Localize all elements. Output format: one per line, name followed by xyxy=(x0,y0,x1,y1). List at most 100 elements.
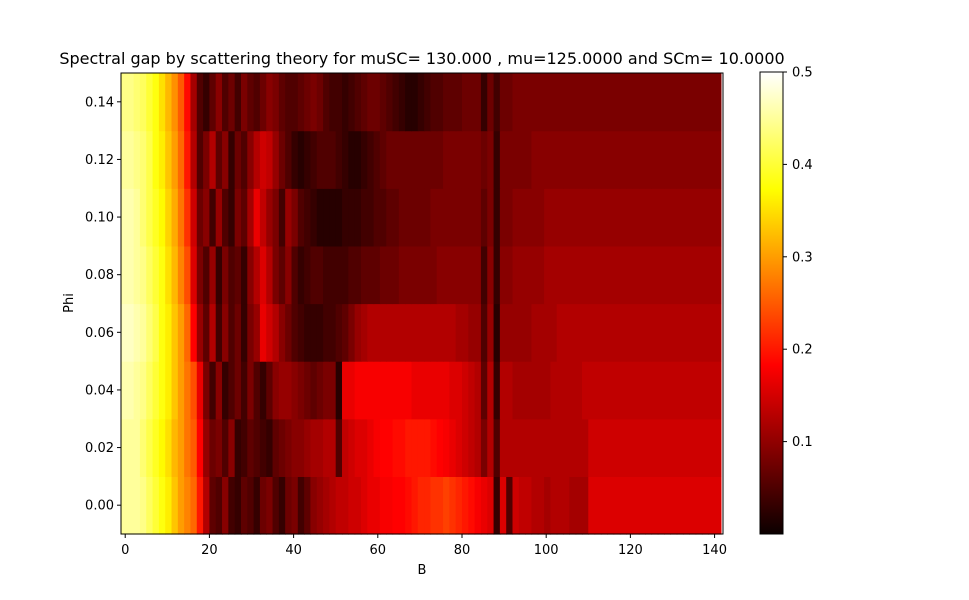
heatmap-cell xyxy=(676,303,684,362)
heatmap-cell xyxy=(487,476,495,535)
heatmap-cell xyxy=(575,418,583,477)
heatmap-cell xyxy=(607,303,615,362)
heatmap-cell xyxy=(127,361,135,420)
heatmap-cell xyxy=(121,476,128,535)
heatmap-cell xyxy=(285,245,293,305)
heatmap-cell xyxy=(266,476,274,535)
heatmap-cell xyxy=(569,188,577,247)
heatmap-cell xyxy=(443,476,450,535)
heatmap-cell xyxy=(297,418,305,477)
heatmap-cell xyxy=(550,361,558,420)
heatmap-cell xyxy=(335,476,343,535)
heatmap-cell xyxy=(626,361,634,420)
heatmap-cell xyxy=(291,73,299,132)
heatmap-cell xyxy=(575,188,583,247)
heatmap-cell xyxy=(468,188,476,247)
heatmap-cell xyxy=(424,245,432,305)
heatmap-cell xyxy=(222,73,229,132)
heatmap-cell xyxy=(443,418,450,477)
heatmap-cell xyxy=(184,303,192,362)
heatmap-cell xyxy=(701,476,709,535)
heatmap-cell xyxy=(367,73,375,132)
heatmap-cell xyxy=(657,188,665,247)
heatmap-cell xyxy=(304,73,312,132)
heatmap-cell xyxy=(152,245,160,305)
heatmap-cell xyxy=(411,188,419,247)
heatmap-cell xyxy=(266,130,274,189)
heatmap-cell xyxy=(638,476,646,535)
heatmap-cell xyxy=(600,476,608,535)
heatmap-cell xyxy=(373,303,381,362)
heatmap-cell xyxy=(499,303,507,362)
heatmap-cell xyxy=(512,418,520,477)
heatmap-cell xyxy=(177,361,185,420)
heatmap-cell xyxy=(607,418,615,477)
heatmap-cell xyxy=(683,73,690,132)
heatmap-cell xyxy=(297,245,305,305)
heatmap-cell xyxy=(468,130,476,189)
heatmap-cell xyxy=(424,418,432,477)
heatmap-cell xyxy=(430,130,438,189)
heatmap-cell xyxy=(386,188,394,247)
heatmap-cell xyxy=(455,418,463,477)
heatmap-cell xyxy=(316,188,324,247)
heatmap-cell xyxy=(228,73,236,132)
heatmap-cell xyxy=(329,188,337,247)
heatmap-cell xyxy=(474,245,482,305)
heatmap-cell xyxy=(266,418,274,477)
heatmap-cell xyxy=(424,188,432,247)
x-tick-label: 140 xyxy=(702,543,727,558)
heatmap-cell xyxy=(525,476,533,535)
y-axis-label: Phi xyxy=(62,293,77,313)
heatmap-cell xyxy=(354,476,362,535)
heatmap-cell xyxy=(411,303,419,362)
heatmap-cell xyxy=(632,130,640,189)
heatmap-cell xyxy=(323,188,330,247)
heatmap-cell xyxy=(619,361,627,420)
heatmap-cell xyxy=(158,245,166,305)
heatmap-cell xyxy=(152,130,160,189)
heatmap-cell xyxy=(348,361,356,420)
heatmap-cell xyxy=(455,476,463,535)
heatmap-cell xyxy=(474,73,482,132)
heatmap-cell xyxy=(512,361,520,420)
heatmap-cell xyxy=(683,361,690,420)
heatmap-cell xyxy=(360,303,368,362)
heatmap-cell xyxy=(392,418,400,477)
heatmap-cell xyxy=(518,130,526,189)
heatmap-cell xyxy=(342,361,349,420)
heatmap-cell xyxy=(272,303,280,362)
heatmap-cell xyxy=(708,418,716,477)
heatmap-cell xyxy=(714,73,722,132)
heatmap-cell xyxy=(474,418,482,477)
heatmap-cell xyxy=(544,361,551,420)
heatmap-cell xyxy=(525,418,533,477)
heatmap-cell xyxy=(506,418,514,477)
heatmap-cell xyxy=(651,476,659,535)
heatmap-cell xyxy=(424,476,432,535)
heatmap-cell xyxy=(342,188,349,247)
heatmap-cell xyxy=(556,476,564,535)
heatmap-cell xyxy=(323,303,330,362)
heatmap-cell xyxy=(304,476,312,535)
heatmap-cell xyxy=(297,361,305,420)
heatmap-cell xyxy=(461,476,469,535)
heatmap-cell xyxy=(316,361,324,420)
heatmap-cell xyxy=(632,418,640,477)
heatmap-cell xyxy=(316,303,324,362)
heatmap-cell xyxy=(354,361,362,420)
heatmap-cell xyxy=(537,73,545,132)
heatmap-cell xyxy=(645,418,653,477)
heatmap-cell xyxy=(392,188,400,247)
x-tick-label: 20 xyxy=(201,543,218,558)
heatmap-cell xyxy=(550,188,558,247)
heatmap-cell xyxy=(563,418,570,477)
heatmap-cell xyxy=(556,303,564,362)
heatmap-cell xyxy=(701,188,709,247)
heatmap-cell xyxy=(417,130,425,189)
heatmap-cell xyxy=(544,73,551,132)
heatmap-cell xyxy=(392,245,400,305)
heatmap-cell xyxy=(253,188,261,247)
heatmap-cell xyxy=(619,476,627,535)
